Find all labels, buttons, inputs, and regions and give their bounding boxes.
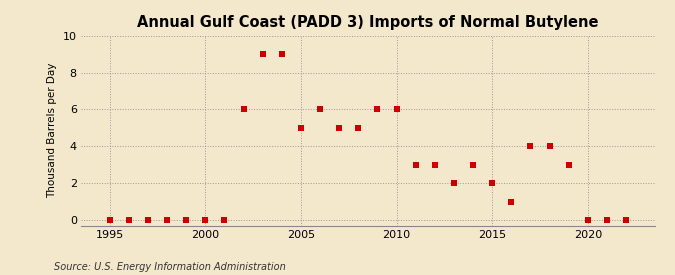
Point: [104, 218, 115, 222]
Point: [392, 107, 402, 112]
Point: [601, 218, 612, 222]
Point: [353, 126, 364, 130]
Point: [468, 163, 479, 167]
Text: Source: U.S. Energy Information Administration: Source: U.S. Energy Information Administ…: [54, 262, 286, 272]
Point: [506, 199, 517, 204]
Point: [544, 144, 555, 148]
Point: [277, 52, 288, 56]
Title: Annual Gulf Coast (PADD 3) Imports of Normal Butylene: Annual Gulf Coast (PADD 3) Imports of No…: [137, 15, 599, 31]
Point: [315, 107, 325, 112]
Point: [219, 218, 230, 222]
Point: [200, 218, 211, 222]
Point: [333, 126, 344, 130]
Point: [181, 218, 192, 222]
Point: [142, 218, 153, 222]
Point: [238, 107, 249, 112]
Point: [296, 126, 306, 130]
Point: [621, 218, 632, 222]
Point: [124, 218, 134, 222]
Point: [429, 163, 440, 167]
Point: [162, 218, 173, 222]
Point: [583, 218, 593, 222]
Point: [525, 144, 536, 148]
Point: [563, 163, 574, 167]
Y-axis label: Thousand Barrels per Day: Thousand Barrels per Day: [47, 63, 57, 198]
Point: [410, 163, 421, 167]
Point: [372, 107, 383, 112]
Point: [448, 181, 459, 185]
Point: [257, 52, 268, 56]
Point: [487, 181, 497, 185]
